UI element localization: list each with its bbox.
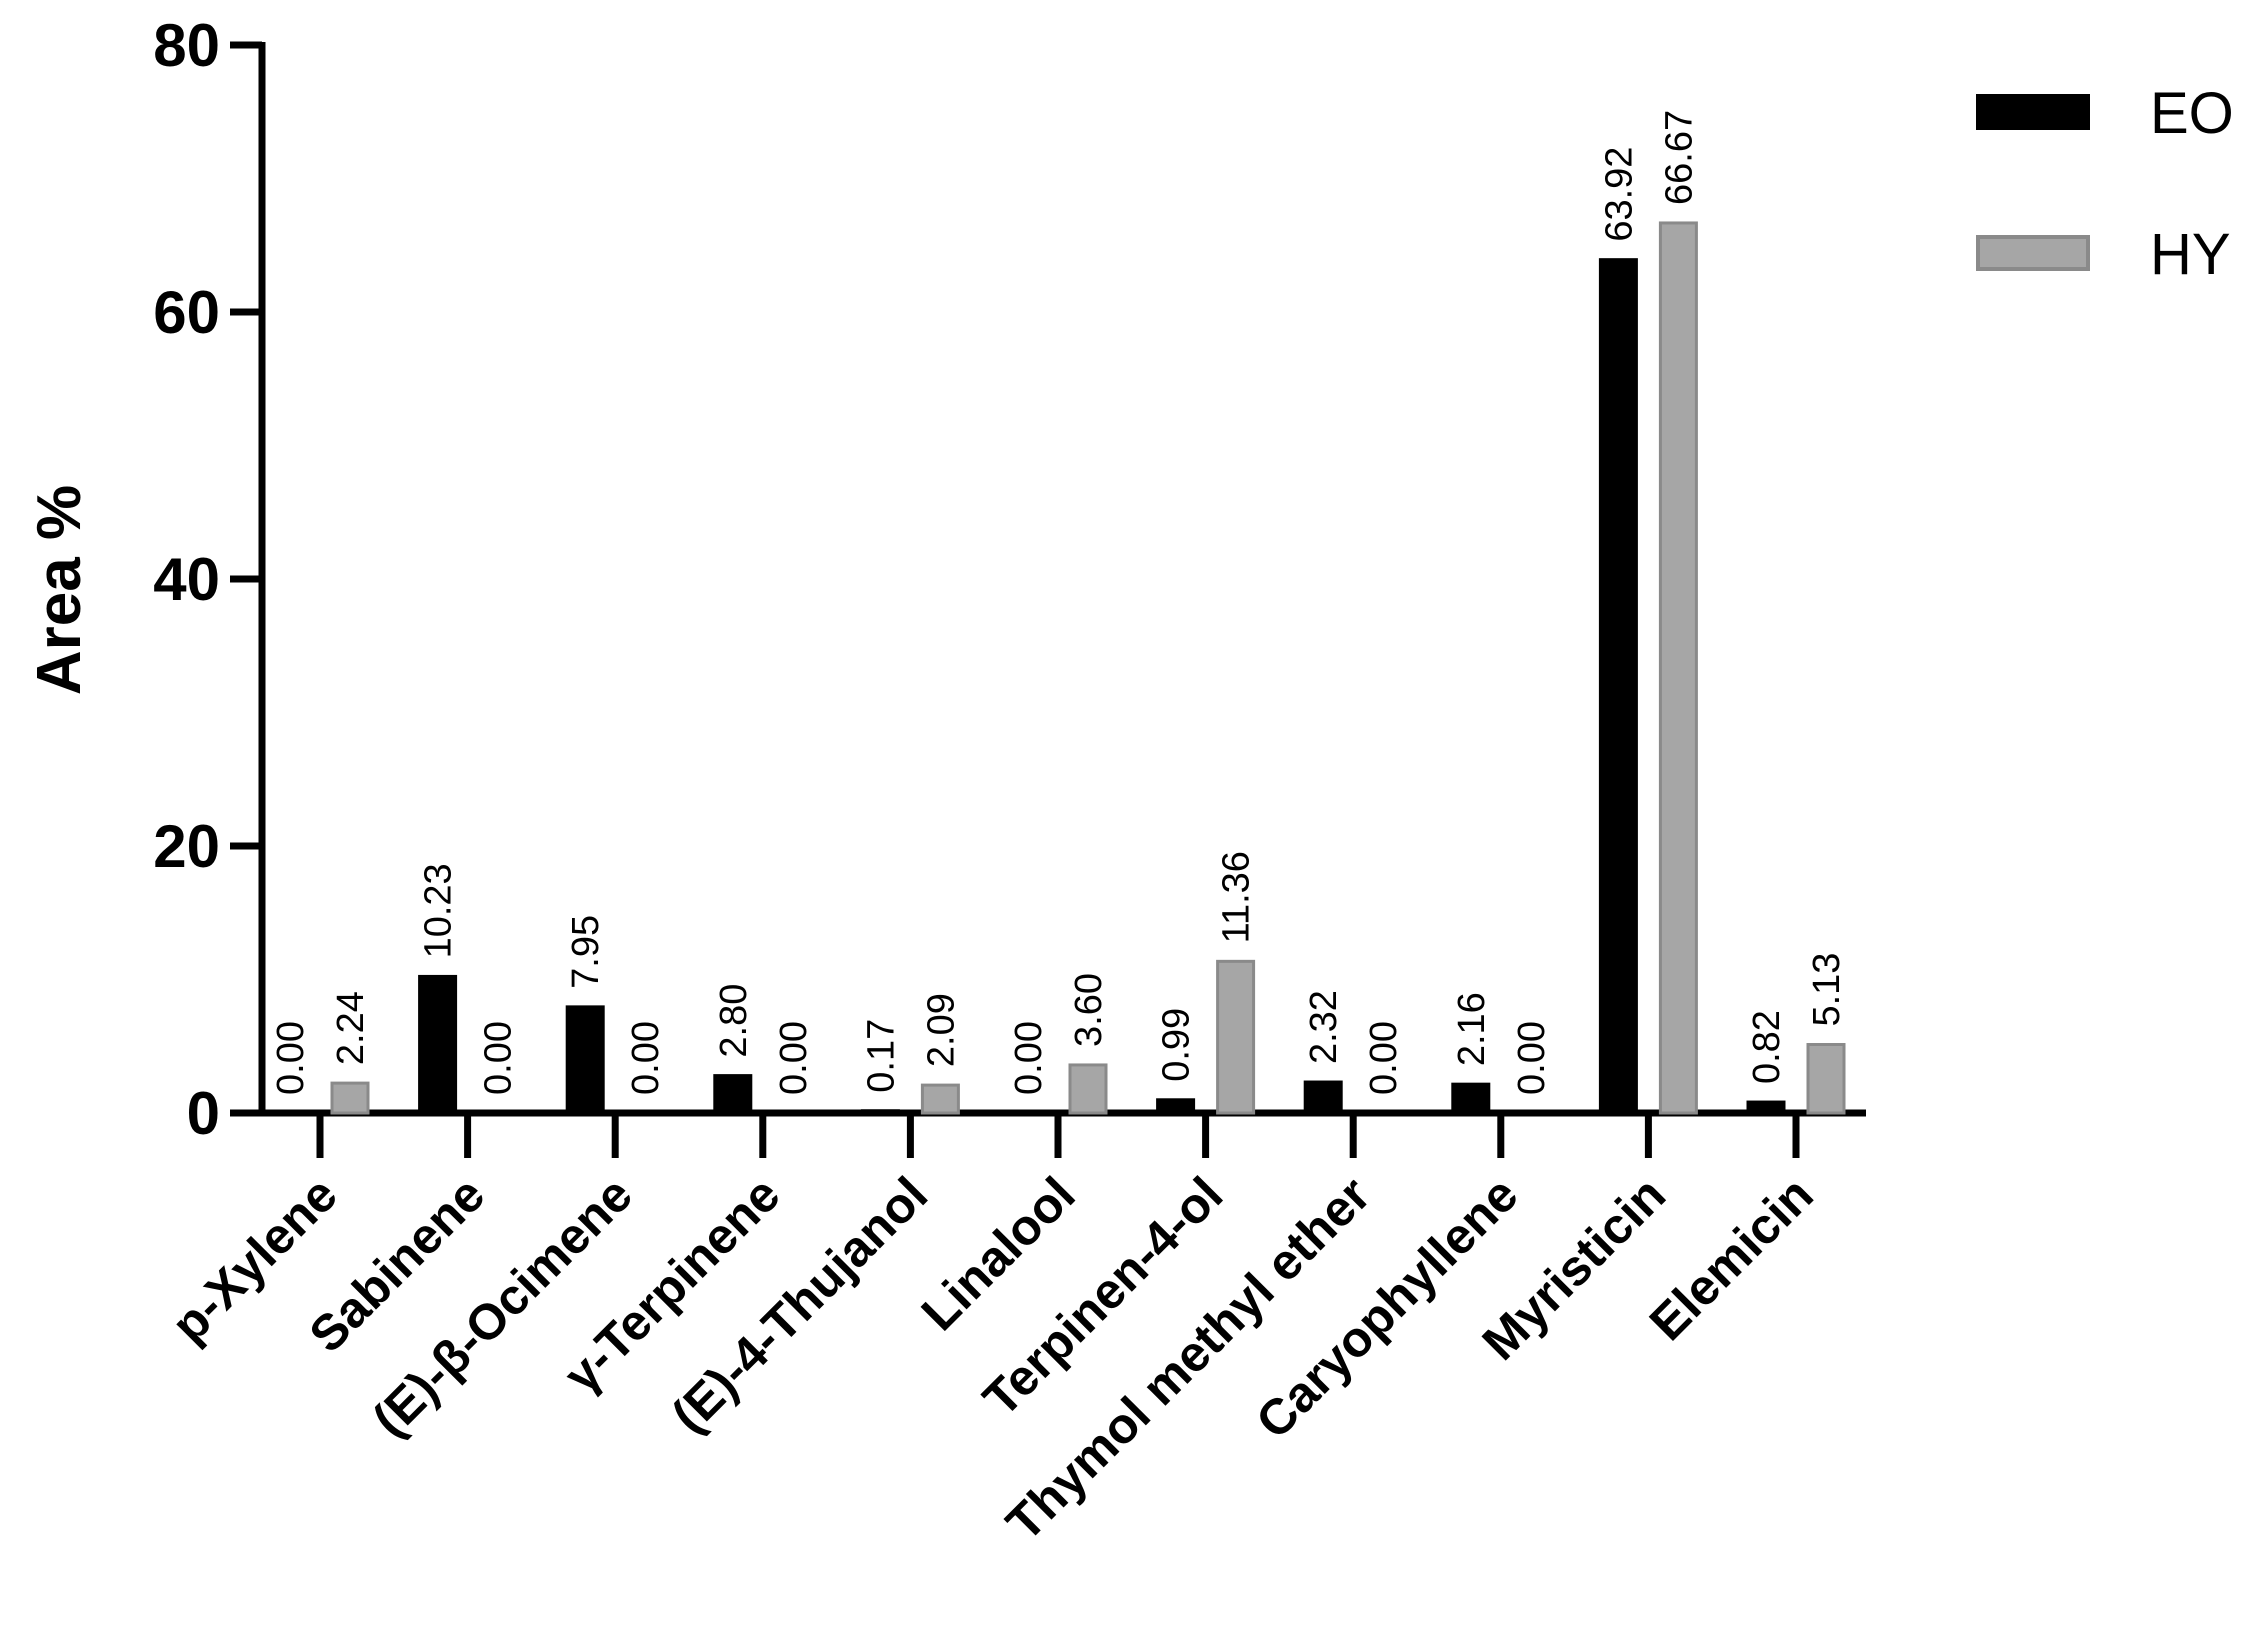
y-axis-title: Area %: [25, 485, 94, 695]
bar-eo: [1303, 1080, 1343, 1115]
data-label-eo: 0.00: [270, 1021, 312, 1095]
data-label-eo: 2.16: [1451, 992, 1493, 1066]
bar-eo: [1451, 1082, 1491, 1115]
data-label-eo: 2.80: [713, 984, 755, 1058]
bar-hy: [1806, 1043, 1846, 1115]
bar-hy: [330, 1081, 370, 1115]
data-label-eo: 63.92: [1598, 147, 1640, 242]
category-label: Caryophyllene: [1245, 1166, 1528, 1449]
y-tick-label: 80: [153, 12, 220, 79]
data-label-hy: 2.09: [920, 993, 962, 1067]
data-label-eo: 2.32: [1303, 990, 1345, 1064]
y-tick-label: 60: [153, 279, 220, 346]
y-tick-label: 40: [153, 546, 220, 613]
data-labels: 0.00 10.23 7.95 2.80 0.17 0.00 0.99 2.32 2.16 63.…: [270, 110, 1848, 1095]
data-label-hy: 5.13: [1806, 953, 1848, 1027]
data-label-eo: 0.17: [860, 1019, 902, 1093]
bar-eo: [713, 1074, 753, 1115]
data-label-hy: 2.24: [330, 991, 372, 1065]
data-label-eo: 0.00: [1008, 1021, 1050, 1095]
category-label: (E)-β-Ocimene: [362, 1166, 643, 1447]
bars: [330, 221, 1846, 1115]
data-label-hy: 0.00: [478, 1021, 520, 1095]
data-label-hy: 11.36: [1216, 851, 1258, 943]
data-label-eo: 0.99: [1156, 1008, 1198, 1082]
bar-eo: [565, 1005, 605, 1115]
category-label: Elemicin: [1639, 1166, 1824, 1351]
bar-hy: [1658, 221, 1698, 1115]
bar-eo: [1598, 258, 1638, 1115]
data-label-eo: 7.95: [565, 915, 607, 989]
data-label-eo: 0.82: [1746, 1010, 1788, 1084]
data-label-hy: 0.00: [773, 1021, 815, 1095]
legend: EO HY: [1976, 81, 2234, 287]
y-tick-label: 0: [187, 1080, 220, 1147]
bar-hy: [1068, 1063, 1108, 1115]
bar-hy: [920, 1083, 960, 1115]
data-label-hy: 0.00: [1511, 1021, 1553, 1095]
bar-eo: [1746, 1100, 1786, 1115]
legend-swatch-hy: [1976, 235, 2090, 271]
data-label-hy: 66.67: [1658, 110, 1700, 205]
y-tick-label: 20: [153, 813, 220, 880]
data-label-hy: 0.00: [1363, 1021, 1405, 1095]
legend-swatch-eo: [1976, 94, 2090, 130]
data-label-hy: 0.00: [625, 1021, 667, 1095]
data-label-hy: 3.60: [1068, 973, 1110, 1047]
bar-eo: [860, 1109, 900, 1115]
data-label-eo: 10.23: [418, 863, 460, 958]
category-label: (E)-4-Thujanol: [661, 1166, 938, 1443]
bar-eo: [418, 974, 458, 1115]
legend-label-eo: EO: [2150, 81, 2234, 146]
bar-hy: [1216, 959, 1256, 1115]
bar-eo: [1156, 1098, 1196, 1115]
legend-label-hy: HY: [2150, 222, 2231, 287]
